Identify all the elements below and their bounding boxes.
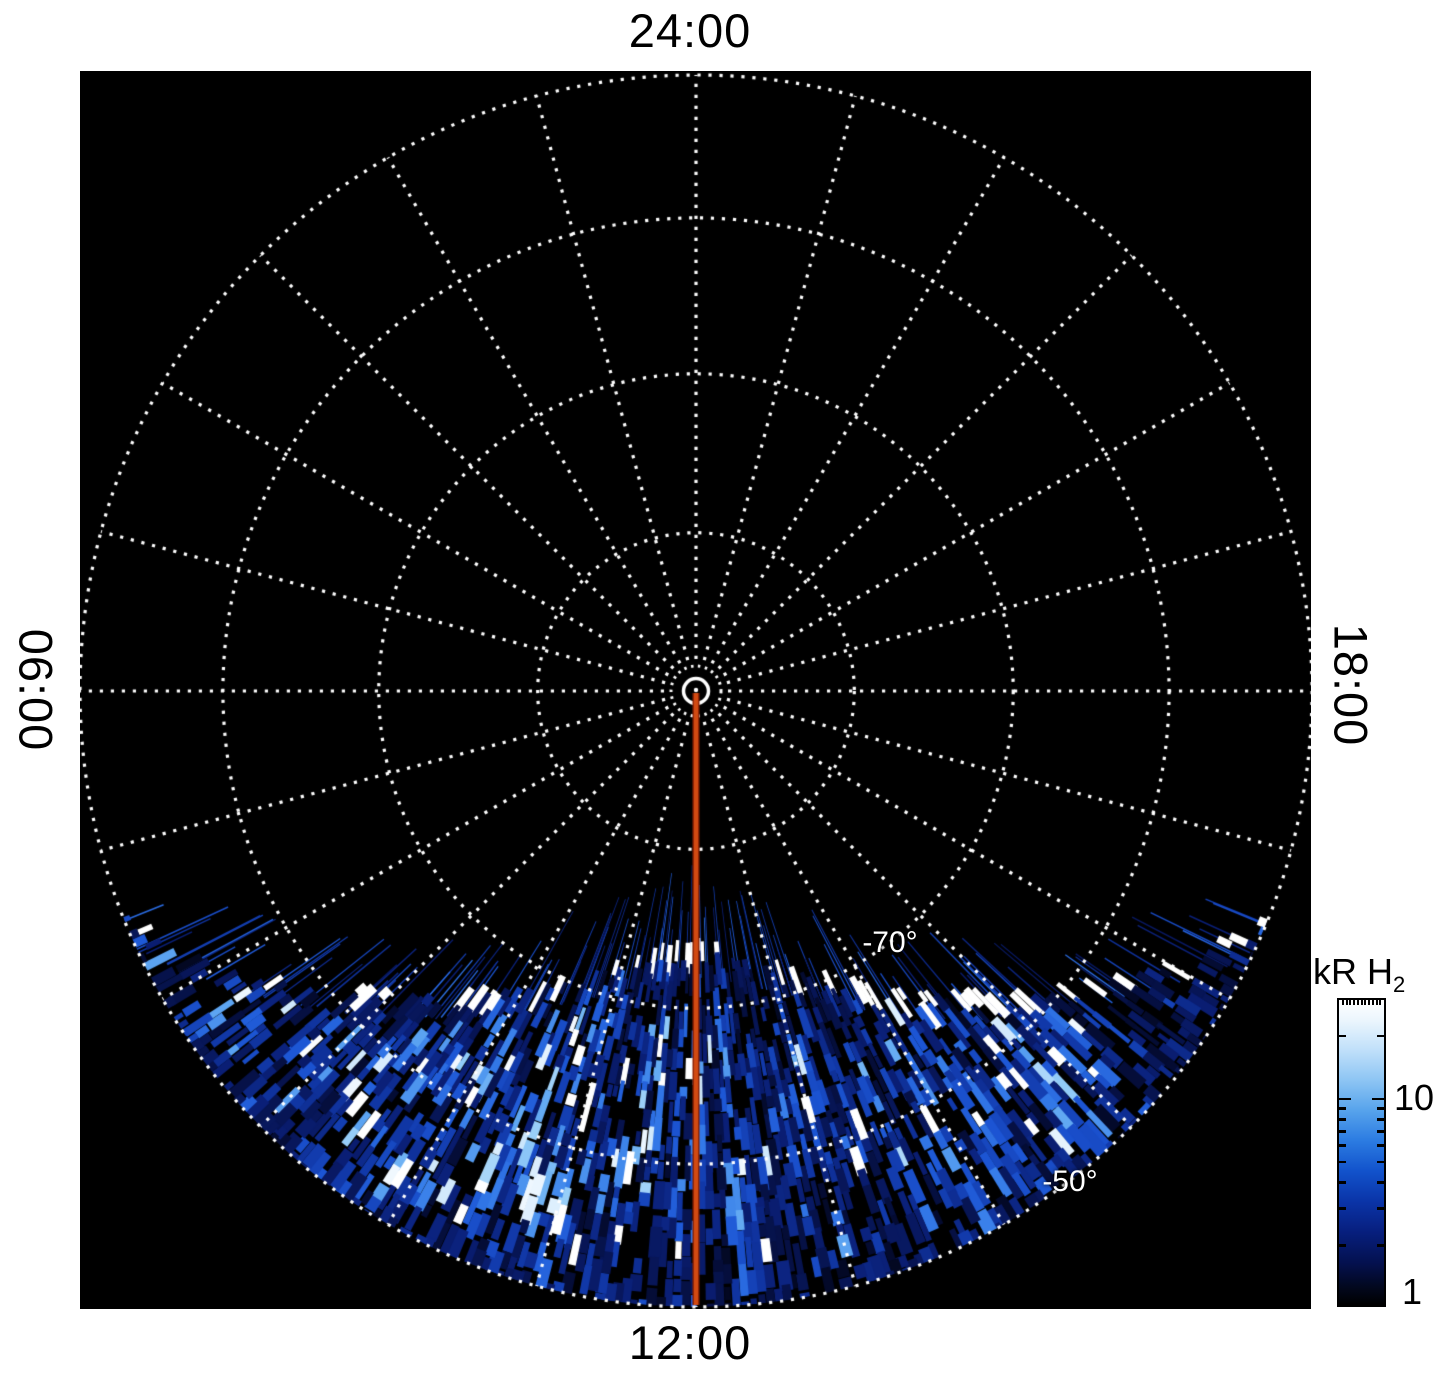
colorbar-tick-mark (1377, 1034, 1384, 1038)
polar-aurora-plot (80, 71, 1311, 1309)
colorbar-top-ruler-tick (1379, 1000, 1382, 1005)
colorbar-tick-mark (1377, 1144, 1384, 1147)
colorbar-tick-mark (1377, 1244, 1384, 1247)
colorbar-tick-mark (1377, 1181, 1384, 1184)
colorbar-tick-mark (1339, 1107, 1346, 1110)
colorbar-tick-mark (1339, 1144, 1346, 1147)
colorbar-top-ruler-tick (1371, 1000, 1374, 1005)
mlt-label-0600: 06:00 (9, 628, 63, 752)
colorbar-tick-mark (1372, 1097, 1384, 1101)
colorbar-top-ruler-tick (1364, 1000, 1367, 1005)
colorbar-tick-mark (1339, 1097, 1351, 1101)
colorbar (1337, 998, 1386, 1307)
colorbar-tick-mark (1339, 1207, 1346, 1210)
colorbar-tick-mark (1377, 1107, 1384, 1110)
mlt-label-2400: 24:00 (628, 4, 752, 57)
mlt-label-1200: 12:00 (628, 1316, 752, 1369)
colorbar-top-ruler-tick (1356, 1000, 1359, 1005)
latitude-label-70: -70° (862, 926, 918, 959)
colorbar-top-ruler-tick (1345, 1000, 1348, 1005)
mlt-label-1800: 18:00 (1324, 623, 1378, 747)
colorbar-top-ruler-tick (1375, 1000, 1378, 1005)
colorbar-tick-mark (1339, 1160, 1346, 1164)
colorbar-tick-mark (1339, 1181, 1346, 1184)
colorbar-tick-mark (1339, 1034, 1346, 1038)
colorbar-tick-10: 10 (1394, 1076, 1435, 1118)
colorbar-tick-mark (1377, 1207, 1384, 1210)
colorbar-tick-mark (1377, 1118, 1384, 1121)
colorbar-tick-mark (1339, 1118, 1346, 1121)
colorbar-tick-mark (1377, 1160, 1384, 1164)
colorbar-tick-mark (1339, 1130, 1346, 1133)
colorbar-tick-mark (1377, 1130, 1384, 1133)
latitude-label-50: -50° (1042, 1165, 1098, 1198)
colorbar-top-ruler-tick (1341, 1000, 1344, 1005)
colorbar-title-subscript: 2 (1393, 972, 1406, 998)
colorbar-top-ruler-tick (1353, 1000, 1355, 1005)
colorbar-top-ruler-tick (1349, 1000, 1352, 1005)
colorbar-tick-1: 1 (1402, 1271, 1423, 1312)
colorbar-top-ruler-tick (1360, 1000, 1363, 1005)
colorbar-title: kR H2 (1313, 951, 1406, 998)
colorbar-tick-mark (1339, 1244, 1346, 1247)
colorbar-top-ruler-tick (1368, 1000, 1370, 1005)
